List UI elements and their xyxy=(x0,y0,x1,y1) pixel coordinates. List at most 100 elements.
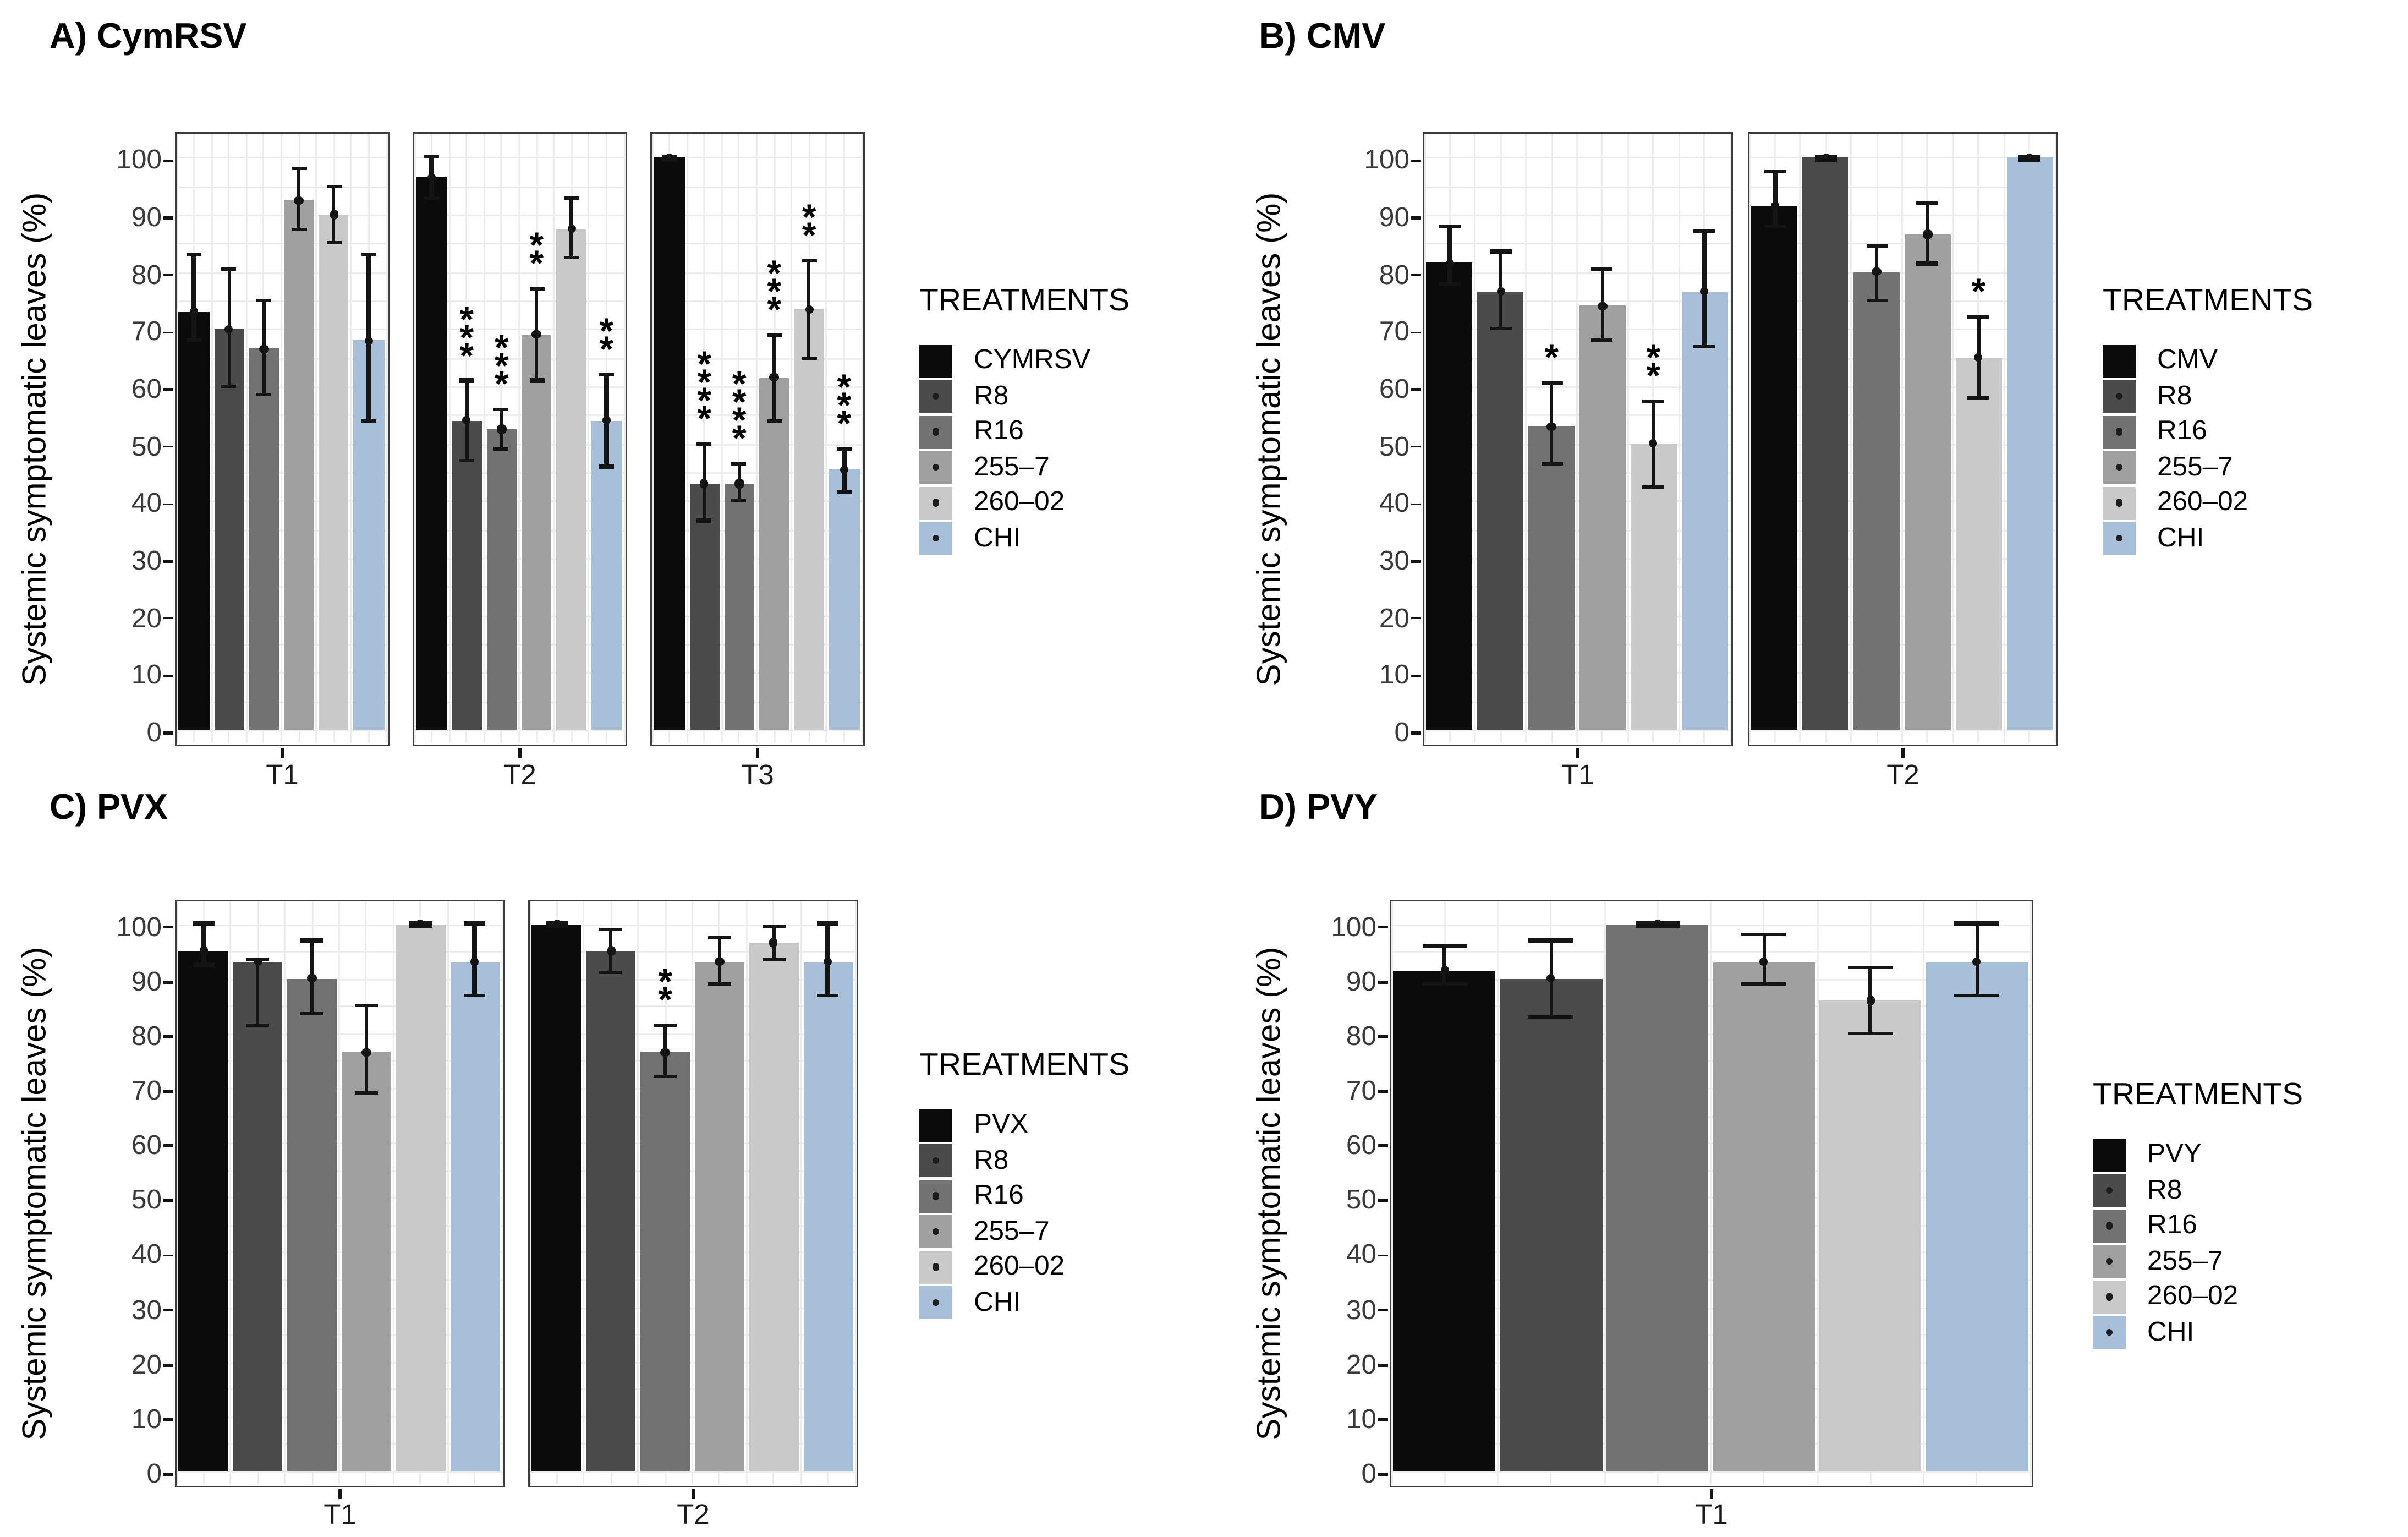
bar-R8 xyxy=(586,951,636,1471)
legend-label: CYMRSV xyxy=(974,345,1090,375)
mean-point xyxy=(470,958,479,967)
mean-point xyxy=(552,919,562,928)
bar-chart: 0 10 20 30 40 50 60 70 80 90 100 T1 * * T2 xyxy=(0,768,1221,1537)
gridline xyxy=(721,134,723,743)
legend-swatch-dot xyxy=(2115,499,2123,507)
y-tick-mark xyxy=(1411,159,1421,162)
mean-point xyxy=(199,947,209,956)
legend-swatch xyxy=(2093,1245,2126,1278)
y-tick-label: 90 xyxy=(131,967,162,997)
y-tick-label: 10 xyxy=(131,660,162,691)
gridline xyxy=(2054,134,2056,743)
bar-CYMRSV xyxy=(654,157,685,730)
error-bar-cap xyxy=(696,441,712,446)
y-tick-label: 10 xyxy=(1379,660,1409,691)
panel-cmv: B) CMV Systemic symptomatic leaves (%) 0… xyxy=(1221,0,2408,791)
legend-entry: 255–7 xyxy=(2093,1244,2303,1280)
legend-swatch xyxy=(2103,451,2136,484)
error-bar-cap xyxy=(1592,338,1614,343)
x-tick-mark xyxy=(692,1489,695,1499)
legend-entry: 260–02 xyxy=(2103,485,2313,521)
mean-point xyxy=(1653,919,1662,928)
error-bar-cap xyxy=(1954,993,1999,997)
x-tick-mark xyxy=(756,748,759,758)
y-tick-mark xyxy=(163,274,173,277)
error-bar-cap xyxy=(529,379,544,382)
gridline xyxy=(1799,134,1801,743)
y-tick-label: 40 xyxy=(1346,1240,1376,1271)
error-bar-cap xyxy=(424,155,439,160)
panel-title: D) PVY xyxy=(1259,787,1378,827)
legend-swatch xyxy=(919,451,952,484)
error-bar-cap xyxy=(1917,261,1939,265)
facet-label: T1 xyxy=(266,759,299,791)
gridline xyxy=(1729,134,1731,743)
y-tick-mark xyxy=(163,560,173,563)
y-tick-label: 20 xyxy=(131,603,162,633)
bar-R8 xyxy=(1802,157,1849,730)
bar-PVX xyxy=(532,923,582,1471)
y-tick-label: 0 xyxy=(146,1459,162,1489)
bar-260–02 xyxy=(794,309,825,730)
gridline xyxy=(843,134,845,743)
legend-swatch xyxy=(919,1180,952,1213)
y-tick-mark xyxy=(1411,388,1421,391)
error-bar-cap xyxy=(1693,344,1715,348)
error-bar-cap xyxy=(1642,398,1664,403)
y-tick-label: 70 xyxy=(131,1076,162,1106)
mean-point xyxy=(427,173,436,182)
gridline xyxy=(1525,134,1527,743)
error-bar-cap xyxy=(1439,224,1461,228)
gridline xyxy=(1710,901,1712,1484)
y-tick-label: 60 xyxy=(1346,1131,1376,1161)
y-tick-label: 100 xyxy=(1331,912,1376,942)
legend-label: R16 xyxy=(2157,416,2207,446)
error-bar-cap xyxy=(256,298,272,303)
legend-label: 255–7 xyxy=(974,1216,1050,1246)
legend-swatch-dot xyxy=(931,1157,940,1165)
gridline xyxy=(1850,134,1852,743)
gridline xyxy=(284,901,286,1484)
y-tick-label: 20 xyxy=(1379,603,1409,633)
legend-entries: CYMRSV R8 R16 255–7 260–02 CHI xyxy=(919,343,1129,556)
gridline xyxy=(825,134,827,743)
bar-R16 xyxy=(486,429,517,730)
gridline xyxy=(637,901,639,1484)
y-tick-mark xyxy=(1411,445,1421,448)
error-bar-cap xyxy=(291,167,306,171)
bar-R16 xyxy=(724,483,755,730)
error-bar-cap xyxy=(192,962,215,967)
error-bar-cap xyxy=(494,407,509,411)
gridline xyxy=(1423,134,1425,743)
mean-point xyxy=(1496,287,1505,297)
error-bar-cap xyxy=(816,993,840,997)
error-bar-cap xyxy=(802,355,817,360)
y-tick-mark xyxy=(163,617,173,620)
error-bar-cap xyxy=(696,519,712,523)
legend-entry: CYMRSV xyxy=(919,343,1129,379)
legend-entry: R8 xyxy=(919,1144,1129,1179)
error-bar-cap xyxy=(300,1012,323,1016)
y-tick-mark xyxy=(1378,1363,1388,1366)
error-bar xyxy=(201,923,206,965)
bar-CMV xyxy=(1752,206,1798,730)
legend-entry: R8 xyxy=(919,379,1129,415)
bar-255–7 xyxy=(759,378,789,730)
legend-label: 255–7 xyxy=(974,452,1050,482)
error-bar-cap xyxy=(816,922,840,926)
legend-swatch xyxy=(919,1286,952,1320)
mean-point xyxy=(840,464,849,474)
mean-point xyxy=(769,938,778,948)
mean-point xyxy=(1699,287,1709,297)
legend-swatch-dot xyxy=(2115,463,2123,472)
error-bar-cap xyxy=(529,287,544,291)
legend-label: 260–02 xyxy=(2157,487,2248,517)
significance-stars: * * * * xyxy=(697,342,712,439)
error-bar xyxy=(1773,172,1777,226)
legend-label: 255–7 xyxy=(2147,1246,2223,1276)
legend-swatch-dot xyxy=(2105,1186,2113,1195)
error-bar-cap xyxy=(708,936,731,939)
y-tick-mark xyxy=(163,159,173,162)
x-tick-mark xyxy=(518,748,522,758)
bar-260–02 xyxy=(396,923,446,1471)
